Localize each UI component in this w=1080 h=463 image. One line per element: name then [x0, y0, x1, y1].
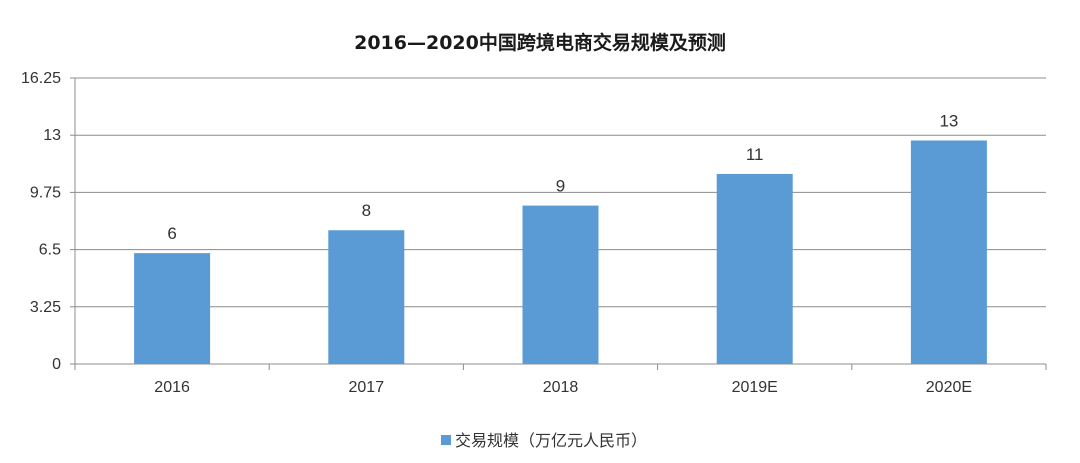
y-tick-label: 6.5	[39, 242, 61, 259]
y-tick-label: 13	[43, 127, 61, 144]
chart-title: 2016—2020中国跨境电商交易规模及预测	[354, 31, 726, 54]
x-axis-ticks: 2016 2017 2018 2019E 2020E	[154, 379, 972, 396]
bars	[134, 140, 987, 364]
y-tick-label: 16.25	[21, 70, 61, 87]
bar-2017	[328, 230, 405, 364]
legend: 交易规模（万亿元人民币）	[441, 431, 647, 450]
x-tick-label: 2016	[154, 379, 190, 396]
x-tick-label: 2017	[349, 379, 385, 396]
data-label: 8	[362, 201, 371, 220]
y-tick-label: 9.75	[30, 184, 61, 201]
data-label: 13	[939, 111, 958, 130]
y-tick-label: 0	[52, 356, 61, 373]
data-label: 6	[167, 224, 176, 243]
x-tick-label: 2019E	[732, 379, 778, 396]
bar-2018	[522, 205, 599, 364]
data-label: 11	[746, 145, 764, 164]
bar-2019E	[716, 173, 793, 364]
legend-swatch	[441, 435, 451, 445]
data-labels: 6 8 9 11 13	[167, 111, 958, 243]
legend-label: 交易规模（万亿元人民币）	[455, 431, 647, 450]
x-tick-label: 2018	[543, 379, 579, 396]
bar-2016	[134, 253, 211, 364]
y-axis-ticks: 0 3.25 6.5 9.75 13 16.25	[21, 70, 61, 373]
y-tick-label: 3.25	[30, 299, 61, 316]
x-tick-label: 2020E	[926, 379, 972, 396]
data-label: 9	[556, 177, 565, 196]
bar-2020E	[910, 140, 987, 364]
